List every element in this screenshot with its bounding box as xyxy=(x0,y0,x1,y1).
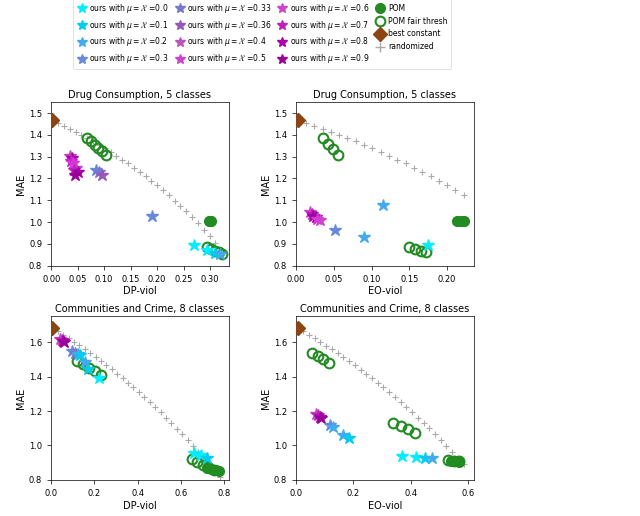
X-axis label: DP-viol: DP-viol xyxy=(123,286,157,297)
X-axis label: DP-viol: DP-viol xyxy=(123,501,157,511)
Title: Communities and Crime, 8 classes: Communities and Crime, 8 classes xyxy=(300,304,470,314)
X-axis label: EO-viol: EO-viol xyxy=(367,501,402,511)
Y-axis label: MAE: MAE xyxy=(261,388,271,409)
Legend: ours with $\mu = \mathcal{X}$ =0.0, ours with $\mu = \mathcal{X}$ =0.1, ours wit: ours with $\mu = \mathcal{X}$ =0.0, ours… xyxy=(74,0,451,69)
Y-axis label: MAE: MAE xyxy=(16,173,26,195)
Y-axis label: MAE: MAE xyxy=(261,173,271,195)
Title: Drug Consumption, 5 classes: Drug Consumption, 5 classes xyxy=(314,90,456,100)
Title: Communities and Crime, 8 classes: Communities and Crime, 8 classes xyxy=(55,304,225,314)
X-axis label: EO-viol: EO-viol xyxy=(367,286,402,297)
Y-axis label: MAE: MAE xyxy=(16,388,26,409)
Title: Drug Consumption, 5 classes: Drug Consumption, 5 classes xyxy=(68,90,211,100)
